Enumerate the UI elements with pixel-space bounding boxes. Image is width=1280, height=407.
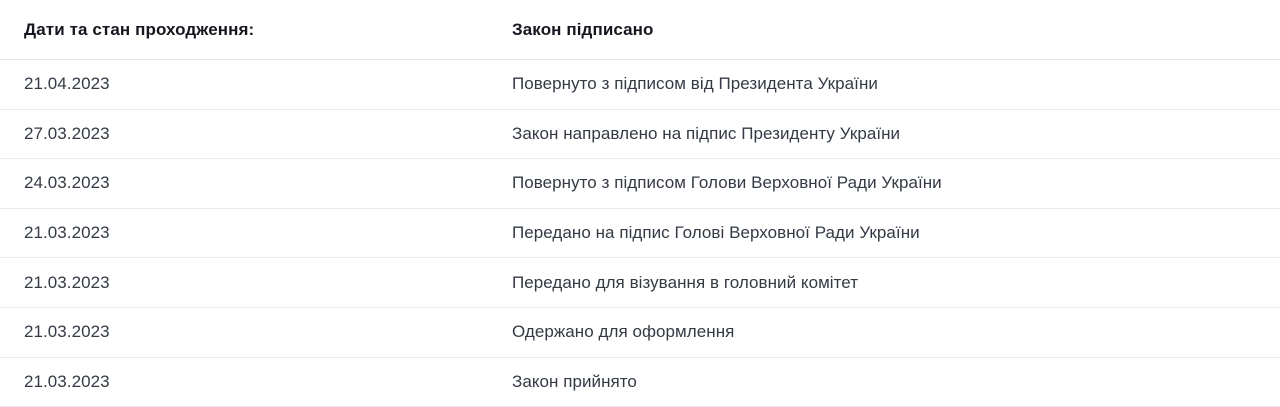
column-header-dates-label: Дати та стан проходження: bbox=[24, 19, 255, 39]
row-date: 21.04.2023 bbox=[24, 74, 110, 94]
table-cell-status: Повернуто з підписом від Президента Укра… bbox=[512, 59, 1280, 110]
table-body: 21.04.2023 Повернуто з підписом від През… bbox=[0, 59, 1280, 407]
row-status: Повернуто з підписом від Президента Укра… bbox=[512, 74, 878, 94]
table-cell-status: Повернуто з підписом Голови Верховної Ра… bbox=[512, 158, 1280, 209]
column-header-dates: Дати та стан проходження: bbox=[0, 0, 512, 60]
table-row: 21.04.2023 Повернуто з підписом від През… bbox=[0, 59, 1280, 110]
table-row: 21.03.2023 Передано для візування в голо… bbox=[0, 257, 1280, 308]
row-date: 21.03.2023 bbox=[24, 272, 110, 292]
table-cell-status: Закон прийнято bbox=[512, 357, 1280, 407]
table-row: 27.03.2023 Закон направлено на підпис Пр… bbox=[0, 109, 1280, 160]
row-date: 21.03.2023 bbox=[24, 223, 110, 243]
row-status: Передано на підпис Голові Верховної Ради… bbox=[512, 223, 920, 243]
column-header-status: Закон підписано bbox=[512, 0, 1280, 60]
table-header-row: Дати та стан проходження: Закон підписан… bbox=[0, 0, 1280, 60]
table-row: 21.03.2023 Одержано для оформлення bbox=[0, 307, 1280, 358]
table-cell-status: Закон направлено на підпис Президенту Ук… bbox=[512, 109, 1280, 160]
row-status: Одержано для оформлення bbox=[512, 322, 735, 342]
table-cell-date: 24.03.2023 bbox=[0, 158, 512, 209]
table-cell-date: 21.03.2023 bbox=[0, 257, 512, 308]
row-date: 27.03.2023 bbox=[24, 123, 110, 143]
table-cell-status: Передано для візування в головний коміте… bbox=[512, 257, 1280, 308]
table-cell-status: Одержано для оформлення bbox=[512, 307, 1280, 358]
row-status: Закон прийнято bbox=[512, 371, 637, 391]
table-row: 21.03.2023 Закон прийнято bbox=[0, 357, 1280, 407]
table-row: 24.03.2023 Повернуто з підписом Голови В… bbox=[0, 158, 1280, 209]
row-date: 24.03.2023 bbox=[24, 173, 110, 193]
table-cell-status: Передано на підпис Голові Верховної Ради… bbox=[512, 208, 1280, 259]
table-header: Дати та стан проходження: Закон підписан… bbox=[0, 0, 1280, 60]
row-date: 21.03.2023 bbox=[24, 371, 110, 391]
column-header-status-label: Закон підписано bbox=[512, 19, 654, 39]
table-row: 21.03.2023 Передано на підпис Голові Вер… bbox=[0, 208, 1280, 259]
row-status: Закон направлено на підпис Президенту Ук… bbox=[512, 123, 901, 143]
table-cell-date: 21.04.2023 bbox=[0, 59, 512, 110]
table-cell-date: 21.03.2023 bbox=[0, 208, 512, 259]
table-cell-date: 21.03.2023 bbox=[0, 307, 512, 358]
row-date: 21.03.2023 bbox=[24, 322, 110, 342]
row-status: Передано для візування в головний коміте… bbox=[512, 272, 859, 292]
row-status: Повернуто з підписом Голови Верховної Ра… bbox=[512, 173, 942, 193]
table-cell-date: 27.03.2023 bbox=[0, 109, 512, 160]
table-cell-date: 21.03.2023 bbox=[0, 357, 512, 407]
